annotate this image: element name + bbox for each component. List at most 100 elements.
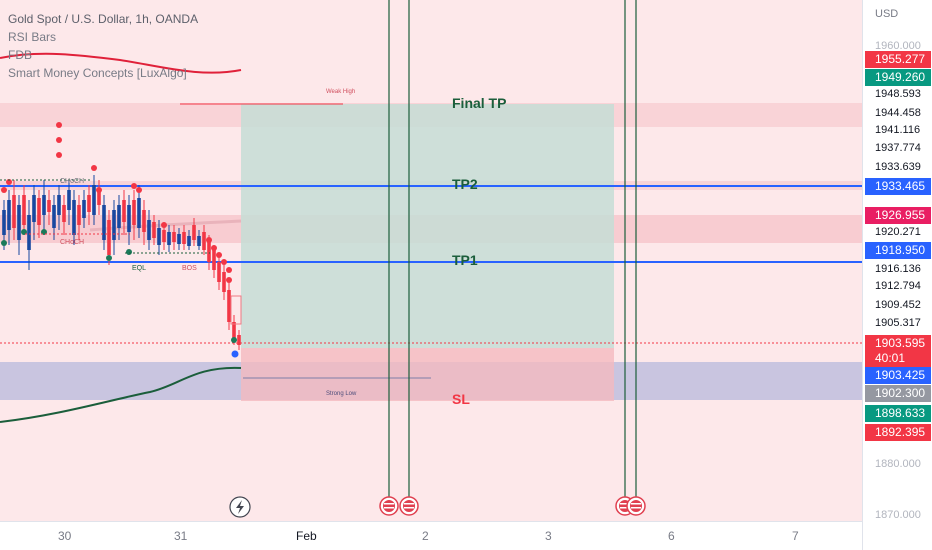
- tp1-label: TP1: [452, 252, 478, 268]
- price-tag[interactable]: 1918.950: [865, 242, 931, 259]
- candle-body: [122, 200, 126, 222]
- rsi-dot: [56, 152, 62, 158]
- candle-body: [167, 232, 171, 245]
- candle-body: [112, 210, 116, 240]
- rsi-dot: [91, 165, 97, 171]
- candle-body: [152, 222, 156, 238]
- candle-body: [72, 200, 76, 235]
- time-tick-label: 6: [668, 529, 675, 543]
- candle-body: [82, 200, 86, 218]
- candle-body: [172, 232, 176, 242]
- currency-label[interactable]: USD: [875, 8, 899, 20]
- eql-label: EQL: [132, 265, 146, 272]
- price-tick-label: 1880.000: [875, 458, 921, 470]
- chart-legend[interactable]: Gold Spot / U.S. Dollar, 1h, OANDA RSI B…: [8, 10, 198, 82]
- candle-body: [157, 228, 161, 245]
- time-tick-label: 2: [422, 529, 429, 543]
- rsi-dot: [226, 267, 232, 273]
- symbol-title[interactable]: Gold Spot / U.S. Dollar, 1h, OANDA: [8, 12, 199, 26]
- price-tick-label: 1905.317: [875, 317, 921, 329]
- stop-loss-zone[interactable]: [241, 348, 614, 401]
- price-tag-value: 1918.950: [875, 243, 926, 257]
- rsi-dot: [221, 259, 227, 265]
- candle-body: [182, 232, 186, 244]
- candle-body: [22, 195, 26, 225]
- rsi-dot: [226, 277, 232, 283]
- candle-body: [17, 205, 21, 240]
- candle-body: [207, 240, 211, 262]
- candle-body: [87, 195, 91, 212]
- candlestick-series[interactable]: [1, 122, 242, 358]
- price-tag[interactable]: 1892.395: [865, 424, 931, 441]
- price-axis[interactable]: USD 1960.000 1948.593 1944.458 1941.116 1937…: [862, 0, 932, 550]
- price-tick-label: 1916.136: [875, 263, 921, 275]
- price-tag[interactable]: 1903.425: [865, 367, 931, 384]
- candle-body: [52, 205, 56, 228]
- rsi-dot: [211, 245, 217, 251]
- us-flag-icon[interactable]: [379, 496, 399, 516]
- candle-body: [67, 190, 71, 210]
- price-tick-label: 1920.271: [875, 226, 921, 238]
- price-tick-label: 1960.000: [875, 40, 921, 52]
- time-axis[interactable]: 30 31 Feb 2 3 6 7: [0, 521, 862, 550]
- candle-body: [47, 200, 51, 212]
- candle-body: [27, 215, 31, 250]
- rsi-dot: [56, 137, 62, 143]
- choch-label-1: CHoCH: [60, 178, 84, 185]
- candle-body: [92, 185, 96, 215]
- candle-body: [137, 198, 141, 228]
- price-tag-value: 1933.465: [875, 179, 926, 193]
- take-profit-zone[interactable]: [241, 104, 614, 348]
- rsi-dot: [6, 179, 12, 185]
- candle-body: [117, 205, 121, 228]
- sl-label: SL: [452, 391, 470, 407]
- strong-low-label: Strong Low: [326, 391, 357, 397]
- candle-body: [177, 234, 181, 244]
- lightning-icon[interactable]: [229, 496, 251, 518]
- indicator-fdb[interactable]: FDB: [8, 48, 32, 62]
- price-tag[interactable]: 1949.260: [865, 69, 931, 86]
- rsi-dot: [106, 255, 112, 261]
- candle-body: [132, 200, 136, 225]
- chart-canvas[interactable]: CHoCH CHoCH EQL BOS Weak High Strong Low…: [0, 0, 862, 521]
- candle-body: [162, 230, 166, 242]
- price-tag[interactable]: 1955.277: [865, 51, 931, 68]
- candle-body: [237, 335, 241, 345]
- price-tick-label: 1944.458: [875, 107, 921, 119]
- candle-body: [192, 225, 196, 240]
- candle-body: [142, 210, 146, 232]
- price-tag[interactable]: 1926.955: [865, 207, 931, 224]
- candle-body: [222, 272, 226, 292]
- rsi-dot: [136, 187, 142, 193]
- price-tick-label: 1909.452: [875, 299, 921, 311]
- rsi-dot: [216, 252, 222, 258]
- candle-body: [42, 195, 46, 215]
- weak-high-label: Weak High: [326, 89, 355, 95]
- candle-body: [187, 236, 191, 246]
- candle-body: [62, 205, 66, 222]
- price-tag[interactable]: 1903.595 40:01: [865, 335, 931, 367]
- indicator-rsi-bars[interactable]: RSI Bars: [8, 30, 57, 44]
- price-tag-value: 1949.260: [875, 70, 926, 84]
- rsi-dot: [1, 240, 7, 246]
- price-tag-value: 1892.395: [875, 425, 926, 439]
- chart-area[interactable]: CHoCH CHoCH EQL BOS Weak High Strong Low…: [0, 0, 862, 521]
- rsi-dot: [161, 222, 167, 228]
- price-tag[interactable]: 1902.300: [865, 385, 931, 402]
- last-bar-dot: [231, 350, 239, 358]
- rsi-dot: [126, 249, 132, 255]
- rsi-dot: [231, 337, 237, 343]
- candle-body: [12, 195, 16, 228]
- price-tag-value: 1903.425: [875, 368, 926, 382]
- time-tick-label: 3: [545, 529, 552, 543]
- time-tick-label: 31: [174, 529, 188, 543]
- indicator-smc[interactable]: Smart Money Concepts [LuxAlgo]: [8, 66, 187, 80]
- time-tick-label: 30: [58, 529, 72, 543]
- candle-body: [232, 322, 236, 340]
- candle-body: [217, 262, 221, 282]
- price-tag[interactable]: 1898.633: [865, 405, 931, 422]
- us-flag-icon[interactable]: [626, 496, 646, 516]
- price-tag[interactable]: 1933.465: [865, 178, 931, 195]
- us-flag-icon[interactable]: [399, 496, 419, 516]
- candle-body: [37, 198, 41, 225]
